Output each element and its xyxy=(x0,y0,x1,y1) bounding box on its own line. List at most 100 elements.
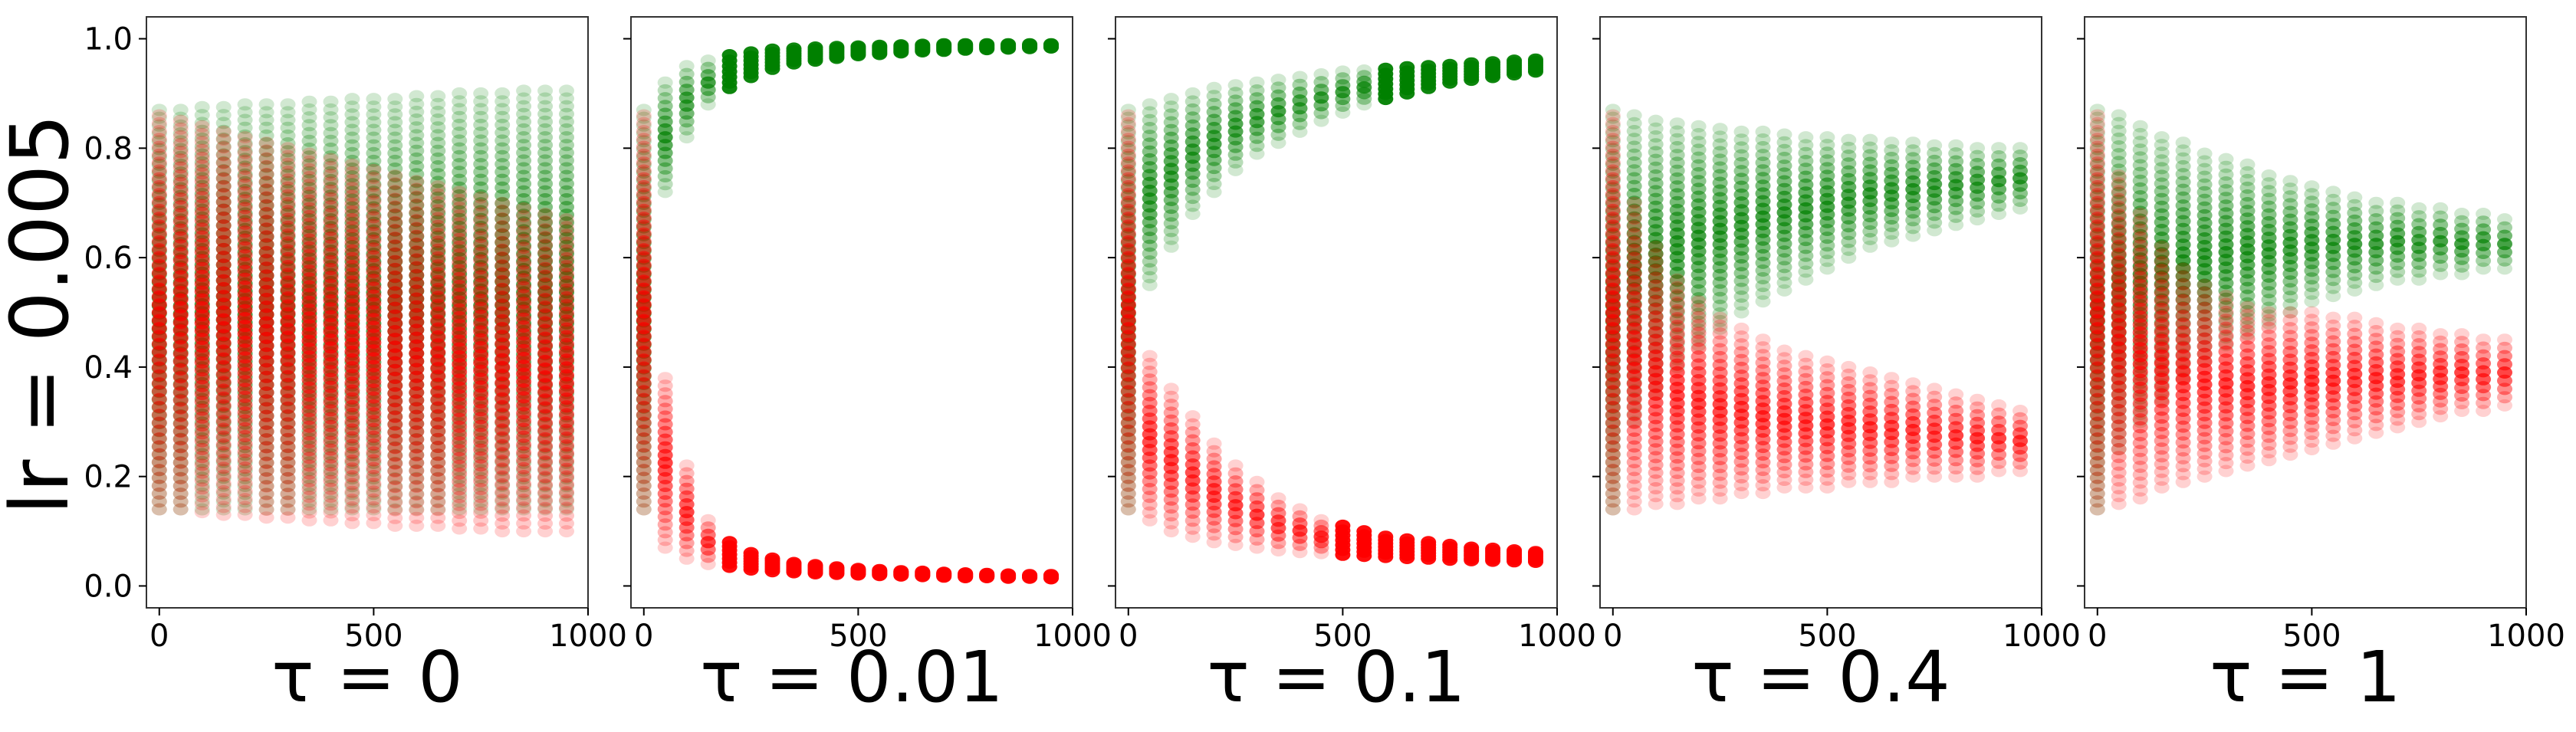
scatter-point xyxy=(2218,441,2234,454)
scatter-point xyxy=(323,247,339,260)
scatter-point xyxy=(452,134,468,147)
scatter-point xyxy=(2282,432,2298,445)
scatter-point xyxy=(700,521,716,534)
scatter-point xyxy=(2175,159,2191,172)
scatter-point xyxy=(1605,448,1621,461)
scatter-point xyxy=(2261,317,2277,330)
scatter-point xyxy=(280,432,296,445)
scatter-point xyxy=(2196,208,2213,222)
scatter-point xyxy=(1142,506,1158,519)
x-tick-label: 500 xyxy=(344,619,402,654)
scatter-point xyxy=(1184,103,1201,116)
scatter-point xyxy=(2132,231,2148,244)
scatter-point xyxy=(301,451,317,464)
scatter-point xyxy=(516,92,532,105)
scatter-point xyxy=(2239,212,2256,225)
scatter-point xyxy=(1691,182,1707,195)
scatter-point xyxy=(2304,435,2320,448)
scatter-point xyxy=(2411,400,2427,413)
scatter-point xyxy=(1691,136,1707,149)
scatter-point xyxy=(409,144,425,157)
scatter-point xyxy=(366,425,382,438)
scatter-point xyxy=(2282,337,2298,350)
scatter-point xyxy=(258,106,274,119)
scatter-point xyxy=(657,541,673,554)
scatter-point xyxy=(1120,198,1136,210)
scatter-point xyxy=(1648,161,1664,174)
scatter-point xyxy=(452,451,468,464)
scatter-point xyxy=(2154,200,2170,213)
scatter-point xyxy=(1605,133,1621,146)
scatter-point xyxy=(258,504,274,516)
scatter-point xyxy=(1163,399,1179,412)
scatter-point xyxy=(1755,172,1771,185)
scatter-point xyxy=(2218,290,2234,303)
scatter-point xyxy=(537,486,554,499)
scatter-point xyxy=(2196,155,2213,168)
scatter-point xyxy=(2132,271,2148,284)
scatter-point xyxy=(1712,169,1728,182)
scatter-point xyxy=(2013,405,2028,417)
scatter-point xyxy=(1605,409,1621,422)
scatter-point xyxy=(151,487,167,500)
scatter-point xyxy=(559,441,574,454)
scatter-point xyxy=(2304,313,2320,327)
scatter-point xyxy=(237,168,253,181)
scatter-point xyxy=(1163,414,1179,427)
scatter-point xyxy=(215,132,232,145)
scatter-point xyxy=(1691,310,1707,323)
scatter-point xyxy=(1648,435,1664,448)
scatter-point xyxy=(430,191,446,204)
scatter-point xyxy=(1142,278,1158,291)
scatter-point xyxy=(915,565,931,578)
scatter-point xyxy=(194,117,210,130)
scatter-point xyxy=(2089,174,2105,187)
scatter-point xyxy=(495,487,511,500)
scatter-point xyxy=(409,480,425,493)
scatter-point xyxy=(2347,343,2363,356)
scatter-point xyxy=(2132,120,2148,133)
scatter-point xyxy=(473,166,489,179)
scatter-point xyxy=(194,487,210,500)
scatter-point xyxy=(495,197,511,210)
scatter-point xyxy=(237,202,253,215)
scatter-point xyxy=(194,132,210,145)
scatter-point xyxy=(1142,113,1158,126)
scatter-point xyxy=(1270,74,1286,87)
scatter-point xyxy=(172,464,189,477)
scatter-point xyxy=(2175,451,2191,464)
scatter-point xyxy=(258,207,274,220)
scatter-point xyxy=(2390,204,2406,217)
scatter-point xyxy=(2132,468,2148,481)
scatter-point xyxy=(301,150,317,163)
scatter-point xyxy=(430,113,446,126)
scatter-point xyxy=(1927,470,1943,483)
scatter-point xyxy=(1927,170,1943,182)
scatter-point xyxy=(1335,519,1351,532)
scatter-point xyxy=(1669,306,1685,319)
scatter-point xyxy=(1626,164,1642,177)
scatter-point xyxy=(2261,313,2277,327)
scatter-point xyxy=(2497,341,2512,354)
scatter-point xyxy=(559,154,574,167)
scatter-point xyxy=(2154,271,2170,284)
scatter-point xyxy=(636,125,652,138)
scatter-point xyxy=(258,145,274,158)
scatter-point xyxy=(936,566,952,579)
scatter-point xyxy=(1669,467,1685,479)
scatter-point xyxy=(537,193,554,205)
scatter-point xyxy=(280,207,296,220)
scatter-point xyxy=(430,464,446,477)
scatter-point xyxy=(700,528,716,541)
scatter-point xyxy=(1927,139,1943,152)
scatter-point xyxy=(151,174,167,187)
scatter-point xyxy=(409,207,425,220)
scatter-point xyxy=(172,103,189,117)
scatter-point xyxy=(1862,232,1878,245)
scatter-point xyxy=(1421,536,1437,549)
scatter-point xyxy=(2390,345,2406,358)
scatter-point xyxy=(1605,471,1621,484)
scatter-point xyxy=(280,251,296,264)
scatter-point xyxy=(473,181,489,194)
scatter-point xyxy=(2282,440,2298,453)
